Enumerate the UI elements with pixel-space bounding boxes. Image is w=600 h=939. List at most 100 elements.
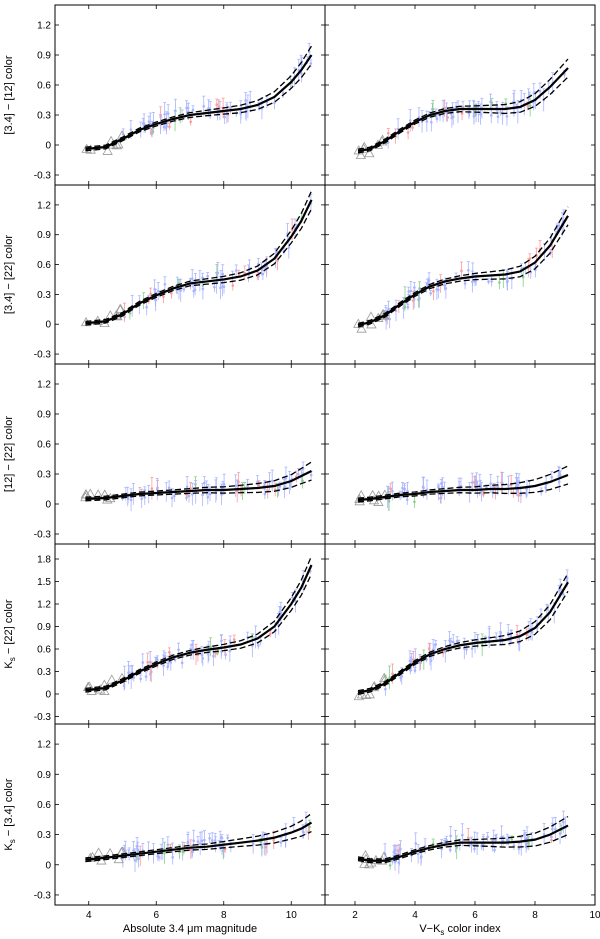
data-point xyxy=(145,305,148,309)
data-point xyxy=(406,489,409,493)
data-point xyxy=(196,840,200,843)
data-point xyxy=(470,647,474,650)
data-point xyxy=(173,494,176,498)
triangle-marker xyxy=(360,850,371,860)
data-point xyxy=(401,486,404,490)
y-tick-label: 0 xyxy=(45,320,51,331)
data-point xyxy=(387,307,390,311)
data-point xyxy=(163,654,167,658)
data-point xyxy=(226,836,229,840)
panel-frame xyxy=(54,184,326,365)
data-point xyxy=(191,850,194,854)
data-point xyxy=(444,287,448,290)
data-point xyxy=(559,473,562,477)
data-point xyxy=(234,484,238,488)
data-point xyxy=(167,486,171,489)
data-point xyxy=(170,496,174,500)
data-point xyxy=(220,639,223,643)
y-tick-label: 1.8 xyxy=(37,555,51,566)
triangle-marker xyxy=(364,688,375,699)
fit-line xyxy=(85,199,313,325)
data-point xyxy=(411,126,414,129)
data-point xyxy=(129,128,133,131)
data-point xyxy=(413,286,416,289)
data-point xyxy=(448,639,451,642)
data-point xyxy=(261,834,265,838)
data-point xyxy=(432,290,435,293)
data-point xyxy=(162,295,165,299)
data-point xyxy=(156,854,160,858)
fit-line xyxy=(357,473,569,502)
panel-frame xyxy=(54,363,326,545)
data-point xyxy=(479,113,482,116)
data-point xyxy=(482,493,485,496)
data-point xyxy=(495,105,499,109)
data-point xyxy=(309,473,313,477)
panel-frame xyxy=(54,543,326,725)
fit-upper-bound xyxy=(357,58,569,150)
data-point xyxy=(201,287,205,291)
data-point xyxy=(499,631,502,635)
data-point xyxy=(397,861,401,865)
data-point xyxy=(439,496,443,500)
data-point xyxy=(162,664,165,667)
y-tick-label: 1.2 xyxy=(37,600,51,611)
x-tick-label: 8 xyxy=(532,910,538,921)
data-point xyxy=(232,638,236,641)
data-point xyxy=(168,650,171,654)
panels: -0.3 0 0.3 0.6 0.9 1.2 -0.3 0 0.3 0.6 0.9 1.2 -0.3 0 0… xyxy=(34,4,600,921)
data-point xyxy=(201,493,204,497)
data-point xyxy=(425,120,429,123)
data-point xyxy=(505,115,509,118)
data-point xyxy=(279,610,283,614)
data-point xyxy=(427,647,431,650)
data-point xyxy=(200,653,204,657)
data-point xyxy=(499,111,502,114)
data-point xyxy=(300,72,303,75)
y-tick-label: 0.9 xyxy=(37,230,51,241)
triangle-marker xyxy=(99,685,110,695)
data-point xyxy=(465,648,468,651)
data-point xyxy=(445,839,448,842)
fit-line xyxy=(85,564,313,692)
data-point xyxy=(448,848,452,852)
data-point xyxy=(409,669,412,672)
data-point xyxy=(494,636,498,639)
data-point xyxy=(399,847,402,851)
data-point xyxy=(418,297,421,300)
data-point xyxy=(542,833,546,836)
data-point xyxy=(530,630,534,634)
fit-upper-bound xyxy=(85,555,313,690)
data-point xyxy=(231,284,235,287)
data-point xyxy=(443,284,446,287)
data-point xyxy=(217,105,221,109)
data-point xyxy=(287,246,291,249)
data-point xyxy=(289,483,292,487)
data-point xyxy=(185,485,189,489)
y-tick-label: 0.3 xyxy=(37,830,51,841)
data-point xyxy=(132,849,135,852)
data-point xyxy=(490,280,493,283)
data-point xyxy=(273,101,276,105)
triangle-marker xyxy=(363,859,375,869)
data-point xyxy=(429,659,433,662)
data-point xyxy=(153,288,156,291)
data-point xyxy=(496,115,500,118)
x-tick-label: 4 xyxy=(86,910,92,921)
fit-line xyxy=(357,67,569,153)
x-tick-label: 6 xyxy=(472,910,478,921)
data-point xyxy=(128,312,132,315)
data-point xyxy=(387,500,391,503)
data-point xyxy=(198,842,202,845)
triangle-marker xyxy=(93,847,104,857)
fit-lower-bound xyxy=(85,208,313,326)
y-tick-label: 0.9 xyxy=(37,410,51,421)
data-point xyxy=(388,864,392,867)
data-point xyxy=(389,487,393,491)
data-point xyxy=(208,492,212,496)
data-point xyxy=(241,489,244,493)
fit-lower-bound xyxy=(357,590,569,695)
x-tick-label: 8 xyxy=(221,910,227,921)
data-point xyxy=(139,677,143,681)
data-point xyxy=(408,659,412,663)
